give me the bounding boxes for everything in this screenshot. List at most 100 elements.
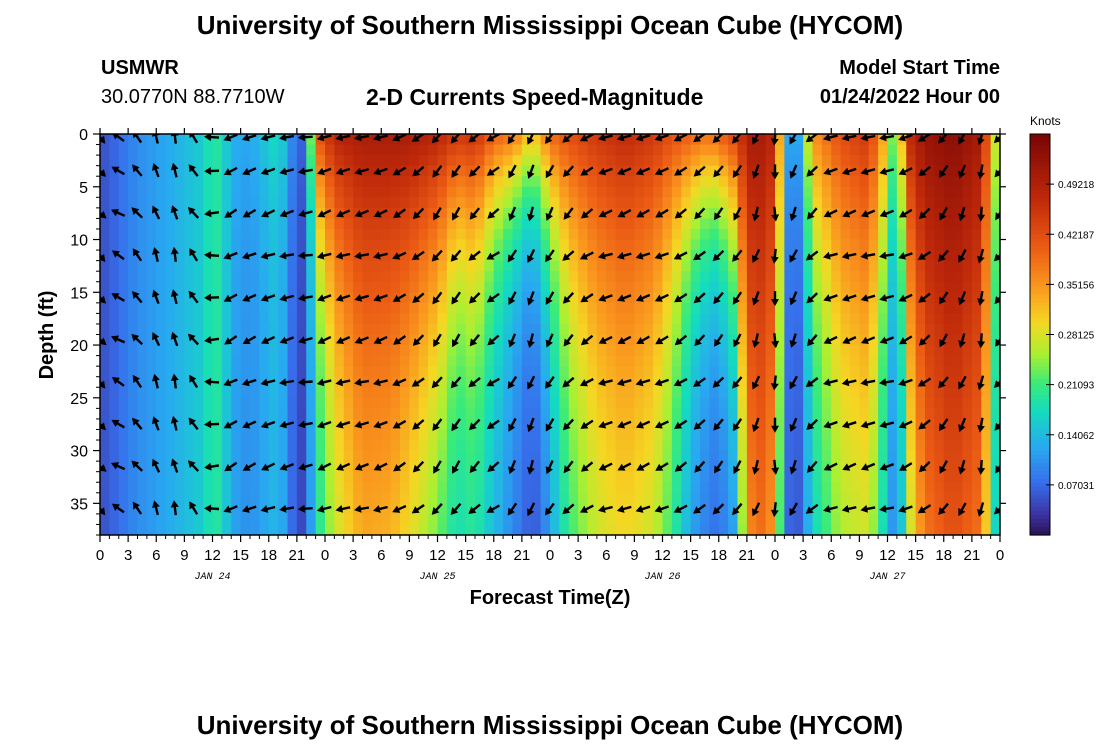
heat-cell [859, 355, 870, 367]
heat-cell [428, 345, 439, 357]
heat-cell [896, 155, 907, 167]
heat-cell [765, 376, 776, 388]
heat-cell [503, 482, 514, 494]
heat-cell [775, 176, 785, 188]
heat-cell [615, 155, 626, 167]
heat-cell [606, 440, 617, 452]
current-arrow [431, 249, 443, 262]
heat-cell [137, 186, 148, 198]
colorbar-segment [1030, 218, 1050, 223]
heat-cell [465, 302, 476, 314]
heat-cell [381, 366, 392, 378]
current-arrow [860, 134, 876, 142]
heat-cell [503, 345, 514, 357]
heat-cell [953, 250, 964, 262]
heat-cell [325, 429, 335, 441]
heat-cell [812, 207, 823, 220]
heat-cell [971, 302, 982, 314]
heat-cell [681, 134, 692, 146]
heat-cell [915, 397, 926, 409]
heat-cell [653, 281, 664, 293]
heat-cell [428, 313, 439, 325]
heat-cell [259, 176, 270, 188]
current-arrow [674, 419, 688, 429]
current-arrow [579, 134, 594, 142]
heat-cell [737, 281, 748, 293]
heat-cell [625, 197, 635, 209]
heat-cell [343, 450, 354, 462]
heat-cell [418, 239, 429, 251]
heat-cell [446, 440, 457, 452]
heat-cell [803, 345, 814, 357]
heat-cell [896, 482, 907, 494]
heat-cell [203, 197, 214, 209]
heat-cell [943, 281, 954, 293]
heat-cell [250, 429, 260, 441]
heat-cell [137, 376, 148, 388]
heat-cell [203, 387, 214, 399]
heat-cell [371, 323, 382, 336]
heat-cell [381, 503, 392, 515]
heat-cell [868, 228, 879, 241]
heat-cell [418, 207, 429, 220]
heat-cell [915, 482, 926, 494]
heat-cell [784, 345, 795, 357]
heat-cell [278, 218, 289, 230]
heat-cell [981, 302, 992, 314]
current-arrow [100, 464, 107, 472]
heat-cell [653, 176, 664, 188]
heat-cell [596, 429, 607, 441]
heat-cell [662, 345, 673, 357]
x-tick-label: 21 [514, 547, 531, 564]
heat-cell [868, 397, 879, 409]
heat-cell [325, 292, 335, 304]
heat-cell [615, 323, 626, 336]
heat-cell [756, 250, 767, 262]
heat-cell [193, 155, 204, 167]
heat-cell [184, 440, 195, 452]
heat-cell [662, 450, 673, 462]
heat-cell [128, 165, 139, 177]
heat-cell [906, 134, 917, 146]
heat-cell [634, 345, 645, 357]
heat-cell [128, 323, 139, 336]
heat-cell [934, 334, 945, 346]
heat-cell [943, 176, 954, 188]
heat-cell [568, 524, 579, 535]
heat-cell [934, 260, 945, 272]
heat-cell [437, 260, 448, 272]
heat-cell [971, 144, 982, 156]
heat-cell [184, 186, 195, 198]
heat-cell [887, 524, 898, 535]
heat-cell [512, 302, 523, 314]
heat-cell [859, 228, 870, 241]
current-arrow [100, 135, 106, 144]
heat-cell [175, 239, 185, 251]
heat-cell [184, 176, 195, 188]
heat-cell [793, 144, 804, 156]
heat-cell [400, 408, 410, 420]
heat-cell [746, 345, 757, 357]
current-arrow [693, 250, 706, 261]
heat-cell [906, 144, 917, 156]
heat-cell [737, 250, 748, 262]
heat-cell [362, 218, 373, 230]
heat-cell [587, 134, 598, 146]
current-arrow [805, 250, 819, 261]
current-arrow [789, 333, 798, 348]
heat-cell [165, 155, 176, 167]
heat-cell [596, 408, 607, 420]
x-tick-label: 3 [574, 547, 582, 564]
heat-cell [381, 207, 392, 220]
heat-cell [540, 513, 551, 526]
heat-cell [456, 197, 467, 209]
heat-cell [109, 134, 120, 146]
heat-cell [925, 418, 935, 431]
heat-cell [512, 134, 523, 146]
heat-cell [850, 376, 860, 388]
heat-cell [381, 313, 392, 325]
current-arrow [188, 164, 199, 177]
heat-cell [746, 186, 757, 198]
heat-cell [184, 134, 195, 146]
heat-cell [137, 334, 148, 346]
